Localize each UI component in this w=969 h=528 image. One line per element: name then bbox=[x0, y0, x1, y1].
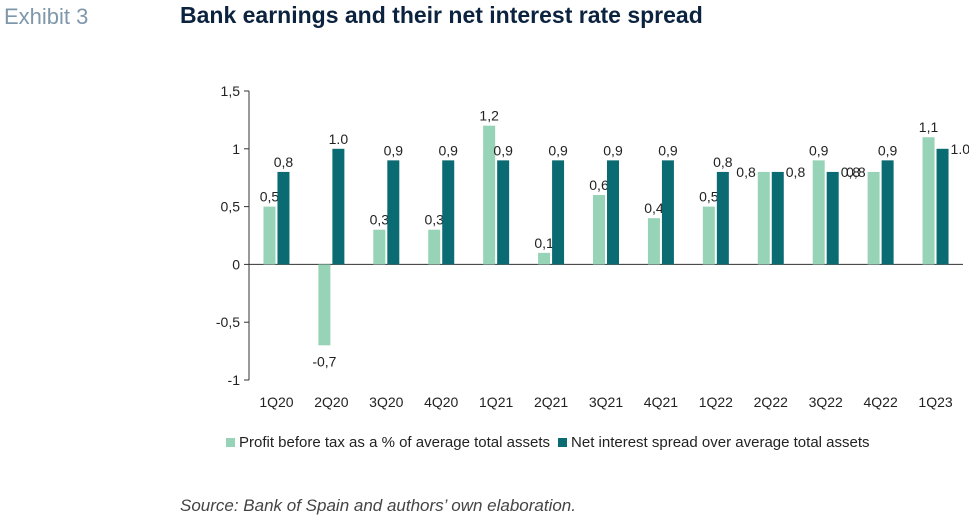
y-tick-label: -1 bbox=[228, 372, 241, 388]
data-label-profit: 0,1 bbox=[534, 235, 554, 251]
data-label-profit: 0,4 bbox=[644, 200, 664, 216]
legend-item-spread: Net interest spread over average total a… bbox=[558, 434, 870, 451]
bar-profit bbox=[318, 264, 331, 346]
bar-spread bbox=[277, 171, 290, 265]
bar-spread bbox=[661, 160, 674, 265]
data-label-profit: -0,7 bbox=[312, 353, 336, 369]
y-tick-label: 1 bbox=[232, 141, 240, 157]
data-label-profit: 0,5 bbox=[260, 189, 280, 205]
bar-spread bbox=[826, 171, 839, 265]
bar-profit bbox=[593, 195, 605, 265]
data-label-spread: 0,9 bbox=[493, 142, 513, 158]
bar-profit bbox=[867, 171, 880, 265]
x-tick-label: 3Q20 bbox=[369, 394, 403, 410]
bar-profit bbox=[428, 229, 441, 265]
bar-spread bbox=[607, 160, 619, 265]
bar-spread bbox=[332, 148, 345, 265]
data-label-profit: 0,8 bbox=[846, 164, 866, 180]
bar-profit bbox=[483, 125, 496, 265]
bar-profit bbox=[757, 171, 770, 265]
x-tick-label: 3Q22 bbox=[809, 394, 843, 410]
legend: Profit before tax as a % of average tota… bbox=[226, 434, 878, 451]
chart-title: Bank earnings and their net interest rat… bbox=[180, 2, 703, 28]
legend-swatch-spread bbox=[558, 438, 568, 447]
data-label-spread: 0,8 bbox=[841, 164, 861, 180]
data-label-spread: 0,8 bbox=[786, 164, 806, 180]
bar-spread bbox=[881, 160, 894, 265]
x-tick-label: 2Q20 bbox=[314, 394, 348, 410]
data-label-spread: 0,9 bbox=[658, 142, 678, 158]
bar-profit bbox=[812, 160, 825, 265]
exhibit-label: Exhibit 3 bbox=[4, 4, 89, 29]
data-label-profit: 0,8 bbox=[736, 164, 756, 180]
data-label-spread: 0,9 bbox=[438, 142, 458, 158]
data-label-profit: 0,9 bbox=[809, 142, 829, 158]
bar-spread bbox=[552, 160, 565, 265]
bar-spread bbox=[936, 148, 949, 265]
x-tick-label: 4Q22 bbox=[863, 394, 897, 410]
data-label-spread: 0,9 bbox=[384, 142, 404, 158]
y-tick-label: 1,5 bbox=[221, 83, 241, 99]
bar-profit bbox=[538, 252, 551, 265]
data-label-spread: 1.0 bbox=[329, 131, 349, 147]
x-tick-label: 3Q21 bbox=[589, 394, 623, 410]
data-label-spread: 1.0 bbox=[951, 141, 969, 157]
x-tick-label: 1Q22 bbox=[699, 394, 733, 410]
x-tick-label: 2Q22 bbox=[754, 394, 788, 410]
y-tick-label: 0,5 bbox=[221, 199, 241, 215]
source-note: Source: Bank of Spain and authors’ own e… bbox=[180, 496, 576, 515]
legend-label-spread: Net interest spread over average total a… bbox=[571, 434, 870, 451]
bar-profit bbox=[922, 137, 935, 265]
legend-swatch-profit bbox=[226, 438, 235, 447]
x-tick-label: 1Q21 bbox=[479, 394, 513, 410]
data-label-spread: 0,9 bbox=[548, 142, 568, 158]
data-label-profit: 0,6 bbox=[589, 177, 609, 193]
bar-spread bbox=[387, 160, 400, 265]
bar-profit bbox=[702, 206, 715, 265]
bar-spread bbox=[442, 160, 455, 265]
legend-label-profit: Profit before tax as a % of average tota… bbox=[239, 434, 551, 451]
x-tick-label: 1Q20 bbox=[259, 394, 293, 410]
bar-profit bbox=[373, 229, 386, 265]
y-tick-label: 0 bbox=[232, 256, 240, 272]
data-label-profit: 0,3 bbox=[370, 212, 390, 228]
data-label-spread: 0,9 bbox=[878, 142, 898, 158]
data-label-profit: 0,5 bbox=[699, 189, 719, 205]
bar-spread bbox=[716, 171, 729, 265]
data-label-spread: 0,8 bbox=[713, 154, 733, 170]
data-label-profit: 1,2 bbox=[479, 108, 499, 124]
data-label-profit: 1,1 bbox=[919, 119, 939, 135]
data-label-spread: 0,8 bbox=[274, 154, 294, 170]
bar-profit bbox=[263, 206, 276, 265]
y-tick-label: -0,5 bbox=[216, 314, 240, 330]
bar-spread bbox=[771, 171, 784, 265]
legend-item-profit: Profit before tax as a % of average tota… bbox=[226, 434, 550, 451]
data-label-profit: 0,3 bbox=[424, 212, 444, 228]
data-label-spread: 0,9 bbox=[603, 142, 623, 158]
x-tick-label: 4Q21 bbox=[644, 394, 678, 410]
bar-profit bbox=[647, 218, 660, 265]
x-tick-label: 2Q21 bbox=[534, 394, 568, 410]
x-tick-label: 1Q23 bbox=[918, 394, 952, 410]
bar-spread bbox=[497, 160, 510, 265]
x-tick-label: 4Q20 bbox=[424, 394, 458, 410]
